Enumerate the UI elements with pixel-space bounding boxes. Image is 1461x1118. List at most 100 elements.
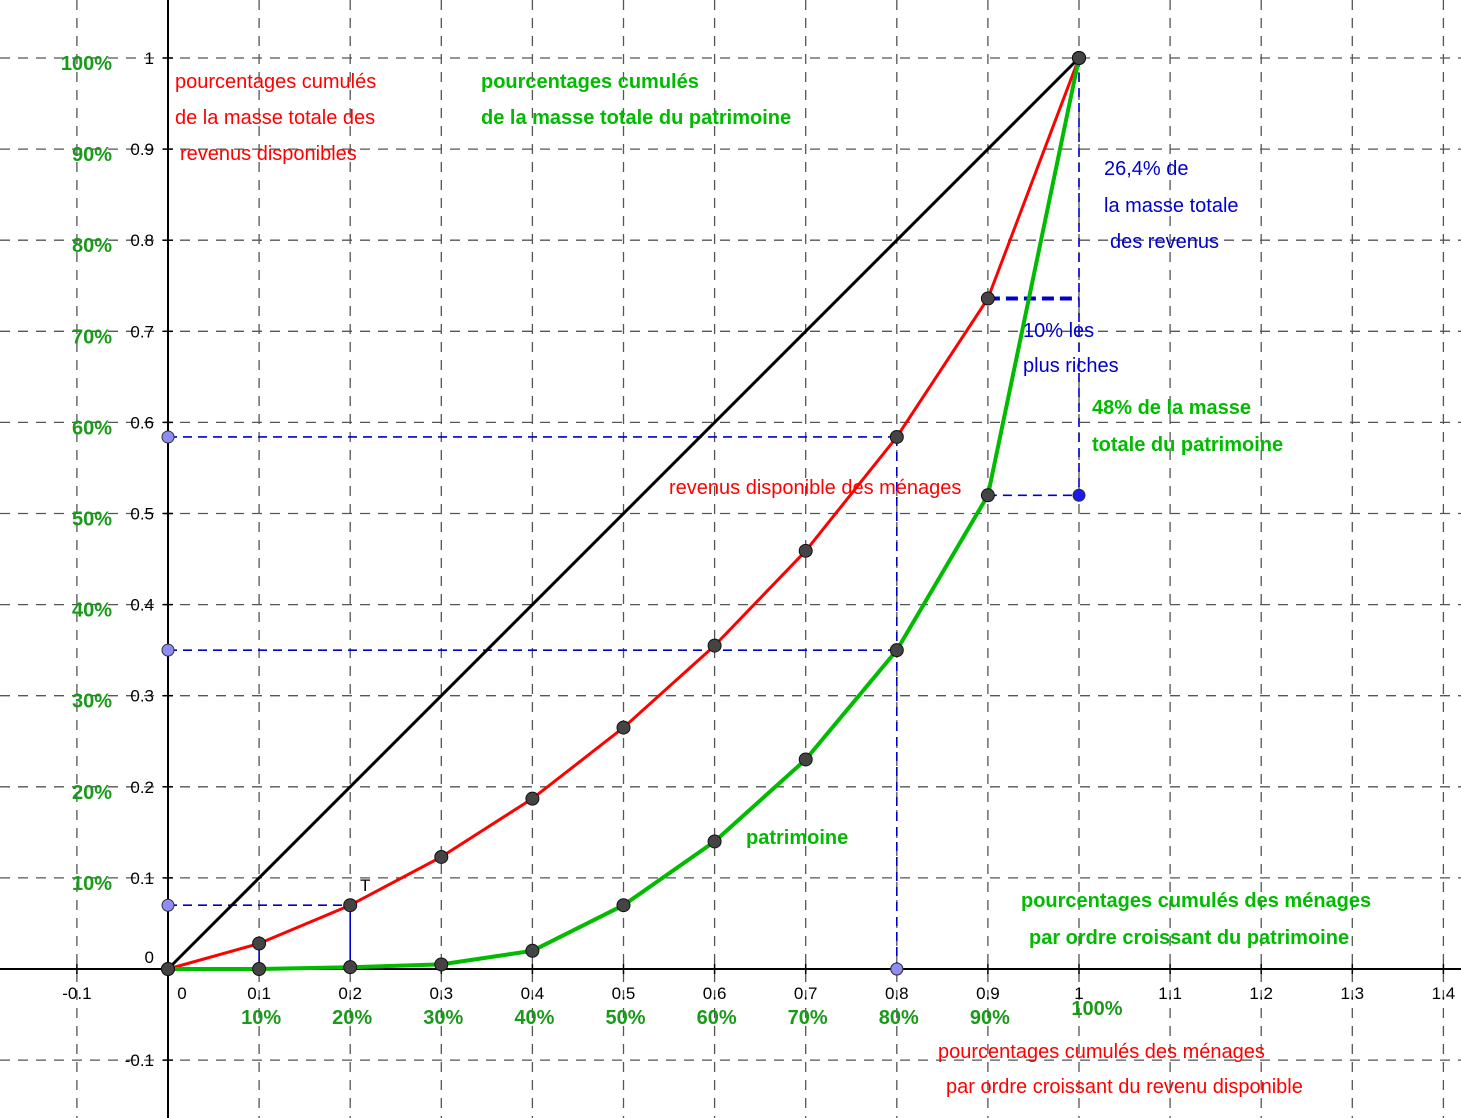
annotation-cum-revenus-3: revenus disponibles <box>180 143 357 165</box>
annotations: pourcentages cumulés de la masse totale … <box>175 71 1371 1098</box>
x-pct-label-6: 70% <box>788 1007 828 1029</box>
x-tick-label-8: 0.7 <box>794 984 818 1003</box>
x-tick-label-12: 1.1 <box>1158 984 1182 1003</box>
y-tick-label-8: 0.7 <box>130 322 154 341</box>
point-series2-0 <box>161 962 175 976</box>
y-pct-label-4: 50% <box>72 509 112 531</box>
y-pct-label-3: 40% <box>72 600 112 622</box>
x-pct-label-1: 20% <box>332 1007 372 1029</box>
annotation-patrimoine-share-2: totale du patrimoine <box>1092 434 1283 456</box>
series-line-0 <box>166 56 1081 971</box>
y-tick-label-11: 1 <box>145 49 154 68</box>
x-tick-label-5: 0.4 <box>521 984 545 1003</box>
annotation-plus-riches-2: plus riches <box>1023 355 1119 377</box>
annotation-cum-revenus-1: pourcentages cumulés <box>175 71 376 93</box>
point-series1-2 <box>343 898 358 913</box>
point-series2-3 <box>434 957 449 972</box>
y-tick-label-6: 0.5 <box>130 505 154 524</box>
y-tick-label-5: 0.4 <box>130 596 154 615</box>
y-tick-label-2: 0.1 <box>130 869 154 888</box>
x-tick-label-4: 0.3 <box>429 984 453 1003</box>
annotation-plus-riches-1: 10% les <box>1023 320 1094 342</box>
x-tick-label-13: 1.2 <box>1249 984 1273 1003</box>
y-tick-label-4: 0.3 <box>130 687 154 706</box>
x-tick-label-6: 0.5 <box>612 984 636 1003</box>
guide-point-0 <box>161 430 175 444</box>
point-series2-8 <box>889 643 904 658</box>
point-series1-1 <box>252 936 267 951</box>
point-series1-8 <box>889 429 904 444</box>
x-pct-label-3: 40% <box>514 1007 554 1029</box>
annotation-patrimoine-label: patrimoine <box>746 827 848 849</box>
x-pct-label-9: 100% <box>1071 998 1122 1020</box>
point-series2-9 <box>980 488 995 503</box>
annotation-menages-patrimoine-2: par ordre croissant du patrimoine <box>1029 927 1349 949</box>
data-points <box>161 51 1086 976</box>
point-series2-6 <box>707 834 722 849</box>
y-pct-label-1: 20% <box>72 782 112 804</box>
x-pct-label-4: 50% <box>605 1007 645 1029</box>
guide-lines <box>168 58 1080 969</box>
annotation-revenus-share-2: la masse totale <box>1104 195 1239 217</box>
x-tick-label-14: 1.3 <box>1340 984 1364 1003</box>
annotation-revenus-label: revenus disponible des ménages <box>669 477 961 499</box>
point-series1-9 <box>980 291 995 306</box>
x-tick-label-11: 1 <box>1074 984 1083 1003</box>
annotation-cum-patrimoine-1: pourcentages cumulés <box>481 71 699 93</box>
x-tick-label-15: 1.4 <box>1432 984 1456 1003</box>
x-tick-label-2: 0.1 <box>247 984 271 1003</box>
point-series1-7 <box>798 543 813 558</box>
x-pct-label-0: 10% <box>241 1007 281 1029</box>
point-top <box>1072 51 1086 65</box>
annotation-revenus-share-3: des revenus <box>1110 231 1219 253</box>
annotation-menages-revenu-2: par ordre croissant du revenu disponible <box>946 1076 1303 1098</box>
x-pct-label-8: 90% <box>970 1007 1010 1029</box>
annotation-cum-patrimoine-2: de la masse totale du patrimoine <box>481 107 791 129</box>
y-pct-label-6: 70% <box>72 326 112 348</box>
guide-point-4 <box>1072 488 1086 502</box>
x-pct-label-2: 30% <box>423 1007 463 1029</box>
annotation-point-label: T <box>360 876 370 895</box>
y-tick-label-0: -0.1 <box>125 1051 154 1070</box>
tick-labels: -0.1 0 0.1 0.2 0.3 0.4 0.5 0.6 0.7 0.8 0.9 1 1.1 1.2 1… <box>61 49 1455 1070</box>
y-pct-label-5: 60% <box>72 417 112 439</box>
x-pct-label-5: 60% <box>697 1007 737 1029</box>
x-tick-label-3: 0.2 <box>338 984 362 1003</box>
x-tick-label-7: 0.6 <box>703 984 727 1003</box>
x-tick-label-9: 0.8 <box>885 984 909 1003</box>
guide-point-2 <box>161 898 175 912</box>
point-80-axis <box>890 962 904 976</box>
point-series2-4 <box>525 943 540 958</box>
y-pct-label-0: 10% <box>72 873 112 895</box>
y-tick-label-1: 0 <box>145 948 154 967</box>
annotation-menages-revenu-1: pourcentages cumulés des ménages <box>938 1041 1265 1063</box>
point-series1-6 <box>707 638 722 653</box>
point-series2-1 <box>252 962 267 976</box>
x-tick-label-10: 0.9 <box>976 984 1000 1003</box>
y-pct-label-8: 90% <box>72 144 112 166</box>
point-series2-7 <box>798 752 813 767</box>
y-tick-label-3: 0.2 <box>130 778 154 797</box>
point-series2-2 <box>343 960 358 975</box>
point-series2-5 <box>616 898 631 913</box>
annotation-menages-patrimoine-1: pourcentages cumulés des ménages <box>1021 890 1371 912</box>
x-tick-label-1: 0 <box>177 984 186 1003</box>
x-pct-label-7: 80% <box>879 1007 919 1029</box>
y-pct-label-7: 80% <box>72 235 112 257</box>
y-pct-label-9: 100% <box>61 53 112 75</box>
annotation-cum-revenus-2: de la masse totale des <box>175 107 375 129</box>
y-pct-label-2: 30% <box>72 691 112 713</box>
y-tick-label-7: 0.6 <box>130 413 154 432</box>
guide-point-1 <box>161 643 175 657</box>
point-series1-3 <box>434 849 449 864</box>
y-tick-label-10: 0.9 <box>130 140 154 159</box>
x-tick-label-0: -0.1 <box>62 984 91 1003</box>
point-series1-4 <box>525 791 540 806</box>
annotation-revenus-share-1: 26,4% de <box>1104 158 1189 180</box>
point-series1-5 <box>616 720 631 735</box>
annotation-patrimoine-share-1: 48% de la masse <box>1092 397 1251 419</box>
y-tick-label-9: 0.8 <box>130 231 154 250</box>
